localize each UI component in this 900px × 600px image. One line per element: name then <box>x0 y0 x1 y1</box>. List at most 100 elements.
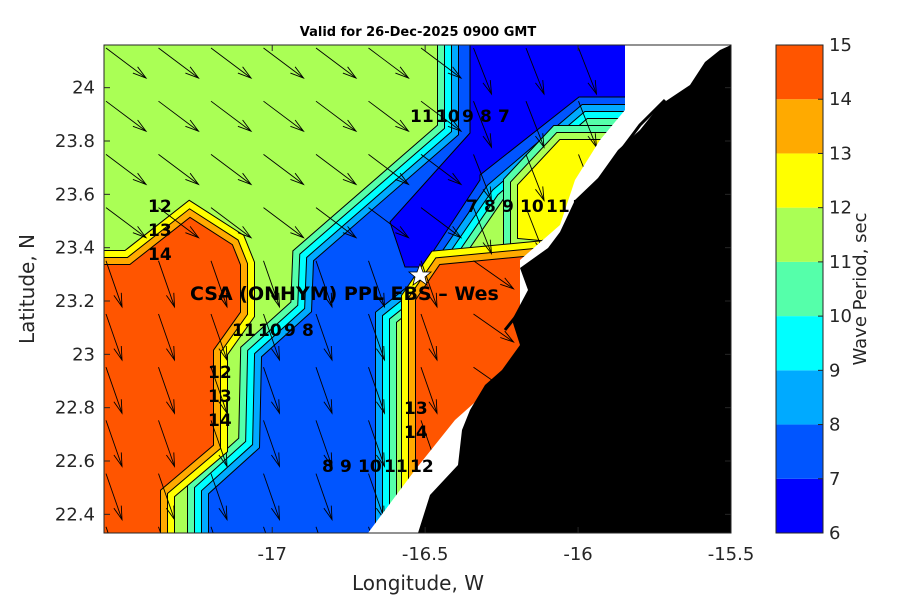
colorbar-frame <box>775 44 824 534</box>
wave-direction-arrow <box>105 47 148 79</box>
wave-direction-arrow <box>368 100 410 133</box>
wave-direction-arrow <box>420 260 438 309</box>
colorbar-swatch <box>776 370 823 425</box>
wave-direction-arrow <box>105 473 123 522</box>
land-coast <box>418 45 731 533</box>
wave-direction-arrow <box>210 47 253 79</box>
wave-direction-arrow <box>525 101 545 149</box>
colorbar-swatch <box>776 424 823 479</box>
wave-direction-arrow <box>263 367 281 415</box>
contour-label: 12 <box>572 197 596 217</box>
colorbar-tick-label: 11 <box>829 252 852 273</box>
wave-direction-arrow <box>263 154 305 186</box>
colorbar: 6 7 8 9 10 11 12 13 14 15 <box>775 35 852 544</box>
wave-direction-arrow <box>210 100 253 133</box>
wave-direction-arrow <box>210 207 253 239</box>
wave-direction-arrow <box>315 207 358 239</box>
wave-direction-arrow <box>420 47 463 79</box>
wave-direction-arrow <box>210 367 228 415</box>
wave-direction-arrow <box>315 420 333 468</box>
y-tick-label: 23.6 <box>55 184 95 205</box>
contour-label: 14 <box>404 423 428 443</box>
wave-direction-arrow <box>315 526 319 533</box>
contour-label: 7 <box>498 107 510 127</box>
wave-direction-arrow <box>158 154 200 186</box>
wave-direction-arrow <box>368 260 386 309</box>
colorbar-tick-label: 10 <box>829 306 852 327</box>
wave-direction-arrow <box>210 473 228 522</box>
wave-direction-arrow <box>158 47 200 79</box>
wave-direction-arrow <box>158 367 176 415</box>
wave-direction-arrow <box>105 313 123 362</box>
colorbar-tick-label: 6 <box>829 523 840 544</box>
colorbar-swatch <box>776 316 823 371</box>
wave-direction-arrow <box>315 473 333 522</box>
contour-label: 10 <box>258 321 282 341</box>
contour-label: 8 <box>484 197 496 217</box>
wave-direction-arrow <box>473 207 493 256</box>
wave-direction-arrow <box>263 313 281 362</box>
wave-direction-arrow <box>315 260 333 309</box>
wave-direction-arrow <box>105 420 123 468</box>
colorbar-tick-label: 9 <box>829 360 840 381</box>
colorbar-swatch <box>776 261 823 317</box>
trough-contour-band <box>209 45 640 533</box>
station-star-marker[interactable] <box>407 262 433 286</box>
contour-label: 13 <box>208 387 232 407</box>
wave-direction-arrow <box>420 100 463 133</box>
contour-labels: 12 13 14 11 10 9 8 7 7 8 9 10 11 12 11 1… <box>148 107 596 477</box>
wave-direction-arrow <box>473 101 493 149</box>
wave-direction-arrow <box>368 313 386 362</box>
x-tick-label: -16 <box>563 544 592 565</box>
wave-direction-arrow <box>210 154 253 186</box>
wave-direction-arrow <box>158 420 176 468</box>
x-tick-label: -17 <box>258 544 287 565</box>
wave-direction-arrow <box>473 154 493 202</box>
y-tick-label: 22.4 <box>55 504 95 525</box>
colorbar-tick-label: 12 <box>829 198 852 219</box>
wave-direction-arrow <box>210 420 228 468</box>
wave-direction-arrow <box>263 420 281 468</box>
wave-direction-arrow <box>105 207 148 239</box>
contour-label: 7 <box>466 197 478 217</box>
wave-direction-arrow <box>473 260 515 290</box>
contour-label: 12 <box>148 197 172 217</box>
colorbar-swatch <box>776 207 823 262</box>
colorbar-tick-label: 14 <box>829 89 852 110</box>
contour-label: 9 <box>284 321 296 341</box>
wave-direction-arrow <box>158 526 162 533</box>
wave-direction-arrow <box>368 47 410 79</box>
wave-direction-arrow <box>315 313 333 362</box>
wave-direction-arrow <box>105 260 123 309</box>
contour-label: 8 <box>302 321 314 341</box>
wave-direction-arrow <box>210 313 228 362</box>
wave-direction-arrow <box>158 313 176 362</box>
wave-direction-arrow <box>263 260 281 309</box>
contour-label: 14 <box>148 245 172 265</box>
contour-label: 11 <box>546 197 570 217</box>
wave-direction-arrow <box>315 47 358 79</box>
x-tick-label: -16.5 <box>402 544 449 565</box>
wave-direction-arrow <box>368 207 410 239</box>
wave-direction-arrow <box>105 367 123 415</box>
plot-area: 12 13 14 11 10 9 8 7 7 8 9 10 11 12 11 1… <box>104 45 731 533</box>
contour-label: 10 <box>520 197 544 217</box>
wave-direction-arrow <box>105 154 148 186</box>
wave-direction-arrow <box>315 367 333 415</box>
contour-label: 9 <box>340 457 352 477</box>
wave-direction-arrow <box>315 100 358 133</box>
wave-direction-arrow <box>473 47 493 96</box>
y-tick-label: 23.8 <box>55 131 95 152</box>
colorbar-swatch <box>776 45 823 100</box>
colorbar-swatch <box>776 153 823 208</box>
y-tick-label: 24 <box>72 78 95 99</box>
wave-direction-arrow <box>158 473 176 522</box>
west-high-contour-band <box>104 218 240 533</box>
colorbar-tick-label: 15 <box>829 35 852 56</box>
contour-label: 13 <box>148 221 172 241</box>
y-tick-label: 22.6 <box>55 451 95 472</box>
colorbar-swatch <box>776 99 823 154</box>
x-axis: -17 -16.5 -16 -15.5 <box>258 45 754 565</box>
contour-label: 12 <box>410 457 434 477</box>
colorbar-tick-label: 13 <box>829 143 852 164</box>
